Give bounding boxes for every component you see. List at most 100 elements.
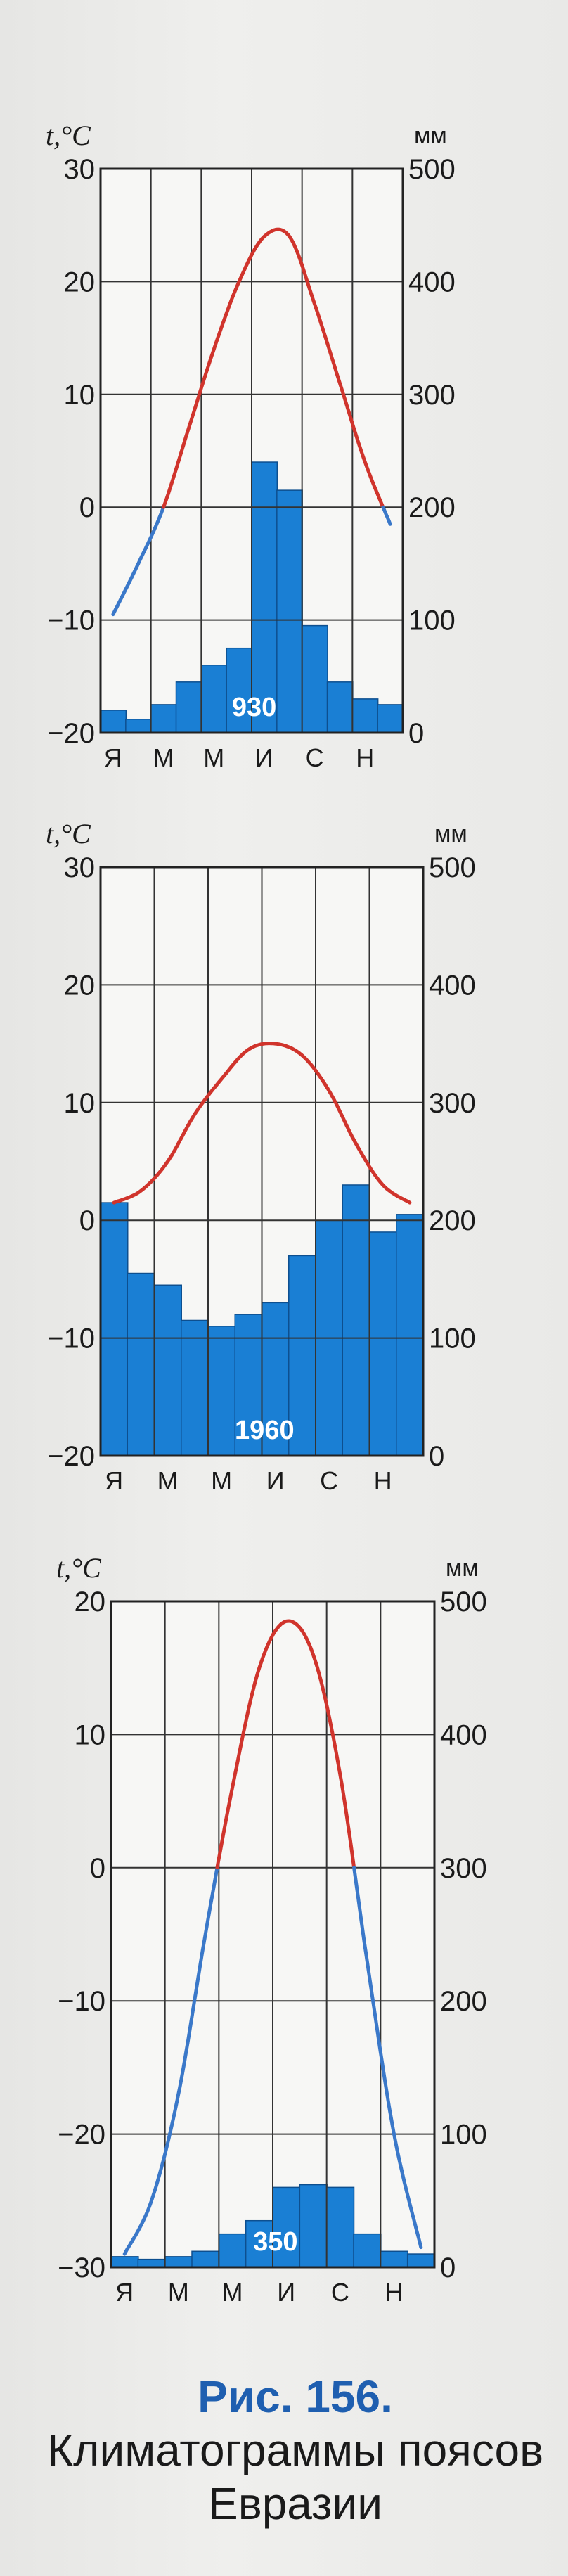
temperature-line-below-zero: [122, 1866, 219, 2256]
precip-tick-label: 100: [440, 2120, 487, 2151]
temp-tick-label: 10: [64, 380, 96, 411]
temp-axis-title: t,°C: [46, 818, 91, 850]
precip-bar: [181, 1319, 209, 1456]
month-label: М: [203, 743, 224, 772]
precip-tick-label: 0: [408, 718, 424, 749]
temp-tick-label: 0: [90, 1853, 105, 1884]
figure-caption: Рис. 156. Климатограммы поясов Евразии: [42, 2370, 548, 2530]
temp-tick-label: −10: [58, 1986, 105, 2017]
temperature-line-above-zero: [215, 1619, 356, 1870]
temp-tick-label: 30: [64, 852, 96, 883]
temp-tick-label: −20: [58, 2120, 105, 2151]
precip-bar: [396, 1214, 425, 1456]
figure-caption-text: Климатограммы поясов Евразии: [46, 2425, 544, 2529]
plot-frame: [110, 1600, 436, 2269]
precip-tick-label: 400: [429, 970, 476, 1001]
precip-bar: [325, 2186, 355, 2268]
precip-bar: [150, 704, 177, 733]
temp-tick-label: 10: [75, 1719, 106, 1750]
precip-bar: [276, 489, 303, 733]
precip-bar: [191, 2250, 220, 2268]
precip-bar: [301, 624, 328, 733]
month-label: Н: [385, 2278, 404, 2307]
precip-bar: [125, 719, 152, 733]
plot-frame: [99, 167, 404, 734]
precip-bar: [207, 1326, 236, 1456]
precip-total-label: 1960: [235, 1416, 295, 1445]
precip-tick-label: 300: [408, 380, 456, 411]
precip-tick-label: 100: [408, 605, 456, 636]
month-label: С: [306, 743, 324, 772]
precip-bar: [351, 698, 379, 733]
temp-tick-label: 20: [75, 1587, 106, 1617]
temperature-line-below-zero: [381, 505, 392, 526]
precip-bar: [218, 2233, 247, 2268]
precip-total-label: 350: [253, 2227, 297, 2257]
precip-tick-label: 500: [429, 852, 476, 883]
temperature-line-below-zero: [111, 505, 166, 617]
temp-axis-title: t,°C: [46, 120, 91, 151]
precip-bar: [100, 1202, 129, 1456]
precip-bar: [153, 1284, 182, 1456]
month-label: С: [331, 2278, 349, 2307]
temperature-line-above-zero: [162, 227, 385, 509]
month-label: М: [153, 743, 174, 772]
month-label: Я: [105, 1466, 123, 1495]
precip-tick-label: 400: [408, 267, 456, 297]
precip-bar: [380, 2250, 408, 2268]
precip-tick-label: 500: [408, 154, 456, 185]
plot-frame: [99, 866, 425, 1457]
temp-tick-label: 10: [64, 1088, 96, 1119]
month-label: И: [266, 1466, 285, 1495]
month-label: Н: [356, 743, 374, 772]
month-label: И: [255, 743, 273, 772]
precip-axis-unit: мм: [414, 122, 447, 149]
temp-tick-label: −20: [47, 718, 95, 749]
month-label: Н: [374, 1466, 392, 1495]
precip-tick-label: 200: [429, 1205, 476, 1236]
temp-tick-label: −10: [47, 605, 95, 636]
precip-tick-label: 0: [440, 2253, 456, 2283]
precip-bar: [326, 681, 354, 733]
precip-bar: [110, 2256, 139, 2268]
precip-bar: [377, 704, 404, 733]
month-label: Я: [104, 743, 122, 772]
temp-tick-label: 30: [64, 154, 96, 185]
precip-axis-unit: мм: [434, 821, 467, 847]
month-label: М: [168, 2278, 189, 2307]
precip-bar: [100, 710, 127, 733]
temp-tick-label: −10: [47, 1324, 95, 1354]
precip-bar: [368, 1231, 397, 1456]
temp-tick-label: 0: [79, 492, 95, 523]
temp-tick-label: 20: [64, 267, 96, 297]
precip-tick-label: 200: [408, 492, 456, 523]
precip-tick-label: 0: [429, 1441, 444, 1472]
month-label: Я: [115, 2278, 134, 2307]
precip-total-label: 930: [232, 693, 276, 722]
temp-tick-label: 20: [64, 970, 96, 1001]
month-label: С: [320, 1466, 338, 1495]
month-label: М: [222, 2278, 243, 2307]
month-label: И: [277, 2278, 295, 2307]
precip-bar: [137, 2258, 166, 2268]
temp-tick-label: −20: [47, 1441, 95, 1472]
temp-tick-label: 0: [79, 1205, 95, 1236]
precip-tick-label: 400: [440, 1719, 487, 1750]
precip-tick-label: 300: [440, 1853, 487, 1884]
precip-tick-label: 500: [440, 1587, 487, 1617]
temperature-line-below-zero: [352, 1866, 423, 2250]
precip-bar: [406, 2253, 436, 2268]
month-label: М: [211, 1466, 232, 1495]
precip-bar: [200, 665, 228, 733]
precip-bar: [127, 1272, 155, 1456]
temp-axis-title: t,°C: [56, 1552, 102, 1584]
precip-bar: [353, 2233, 382, 2268]
precip-bar: [342, 1184, 370, 1456]
temp-tick-label: −30: [58, 2253, 105, 2283]
precip-bar: [175, 681, 202, 733]
temperature-line-above-zero: [112, 1042, 412, 1205]
precip-axis-unit: мм: [446, 1555, 479, 1582]
precip-tick-label: 100: [429, 1324, 476, 1354]
